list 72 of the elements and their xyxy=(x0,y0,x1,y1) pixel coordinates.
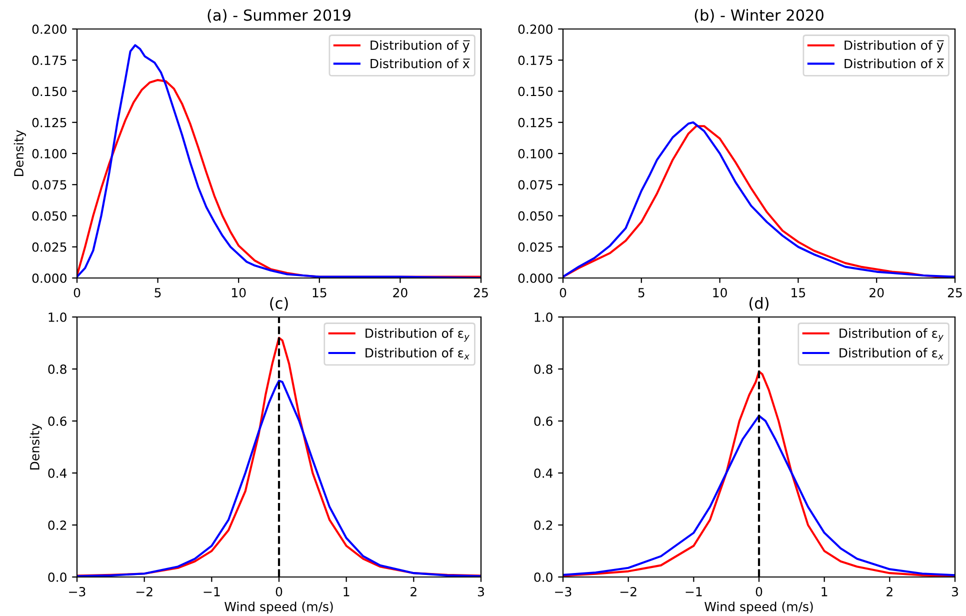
y-tick-label: 0.150 xyxy=(518,86,552,96)
y-tick-label: 0.150 xyxy=(32,86,66,96)
y-tick-label: 0.175 xyxy=(32,56,66,66)
x-tick-label: −1 xyxy=(686,587,702,596)
x-tick-label: 25 xyxy=(474,288,488,298)
x-tick-label: −1 xyxy=(204,587,220,596)
y-tick-label: 0.000 xyxy=(518,273,552,283)
x-tick-label: 1 xyxy=(822,587,828,596)
x-tick-label: 5 xyxy=(638,288,644,298)
y-tick-label: 1.0 xyxy=(534,312,552,322)
y-tick-label: 0.2 xyxy=(48,520,66,530)
x-axis-title: Wind speed (m/s) xyxy=(224,602,333,614)
y-tick-label: 0.6 xyxy=(48,416,66,426)
chart-title: (b) - Winter 2020 xyxy=(694,9,824,23)
x-tick-label: 10 xyxy=(713,288,727,298)
y-tick-label: 0.0 xyxy=(534,572,552,582)
x-tick-label: −3 xyxy=(555,586,572,596)
y-tick-label: 0.000 xyxy=(32,273,66,283)
y-tick-label: 0.2 xyxy=(534,520,552,530)
y-tick-label: 0.8 xyxy=(48,364,66,374)
y-tick-label: 1.0 xyxy=(48,312,66,322)
y-tick-label: 0.100 xyxy=(518,148,552,158)
y-tick-label: 0.4 xyxy=(534,468,553,478)
y-tick-label: 0.8 xyxy=(534,364,552,374)
x-tick-label: 15 xyxy=(792,288,806,298)
y-tick-label: 0.125 xyxy=(518,118,552,128)
y-axis-title: Density xyxy=(14,130,26,176)
y-tick-label: 0.075 xyxy=(518,180,552,190)
x-axis-title: Wind speed (m/s) xyxy=(704,602,813,614)
x-tick-label: 3 xyxy=(478,586,484,596)
x-tick-label: 20 xyxy=(393,288,408,298)
y-tick-label: 0.200 xyxy=(32,24,66,34)
chart-title: (c) xyxy=(270,297,288,311)
y-tick-label: 0.050 xyxy=(32,211,66,221)
legend-label: Distribution of ε$_{y}$ xyxy=(840,328,944,342)
legend-label: Distribution of x̅ xyxy=(370,58,470,68)
x-tick-label: −2 xyxy=(136,586,152,596)
y-tick-label: 0.175 xyxy=(518,56,552,66)
y-tick-label: 0.4 xyxy=(48,468,67,478)
x-tick-label: −2 xyxy=(620,586,636,596)
y-tick-label: 0.025 xyxy=(518,242,552,252)
y-tick-label: 0.050 xyxy=(518,211,552,221)
x-tick-label: 10 xyxy=(232,288,246,298)
chart-title: (a) - Summer 2019 xyxy=(208,9,350,23)
y-tick-label: 0.6 xyxy=(534,416,552,426)
y-tick-label: 0.200 xyxy=(518,24,552,34)
y-tick-label: 0.100 xyxy=(32,148,66,158)
x-tick-label: 0 xyxy=(74,288,80,298)
x-tick-label: 2 xyxy=(886,586,892,596)
y-axis-title: Density xyxy=(30,424,42,470)
x-tick-label: 0 xyxy=(756,586,762,596)
x-tick-label: 20 xyxy=(870,288,884,298)
chart-title: (d) xyxy=(750,297,768,311)
x-tick-label: 0 xyxy=(276,586,282,596)
x-tick-label: 0 xyxy=(560,288,566,298)
legend-label: Distribution of y̅ xyxy=(370,40,470,52)
legend-label: Distribution of x̅ xyxy=(844,58,944,68)
legend-label: Distribution of ε$_{x}$ xyxy=(366,348,470,360)
legend-label: Distribution of ε$_{y}$ xyxy=(366,328,470,342)
legend-label: Distribution of y̅ xyxy=(844,40,944,52)
x-tick-label: 1 xyxy=(344,587,350,596)
legend-label: Distribution of ε$_{x}$ xyxy=(840,348,944,360)
y-tick-label: 0.125 xyxy=(32,118,66,128)
x-tick-label: 5 xyxy=(154,288,161,298)
x-tick-label: 25 xyxy=(948,288,962,298)
x-tick-label: 15 xyxy=(312,288,326,298)
y-tick-label: 0.075 xyxy=(32,180,66,190)
x-tick-label: 3 xyxy=(952,586,958,596)
x-tick-label: −3 xyxy=(69,586,86,596)
x-tick-label: 2 xyxy=(410,586,416,596)
y-tick-label: 0.025 xyxy=(32,242,66,252)
y-tick-label: 0.0 xyxy=(48,572,66,582)
